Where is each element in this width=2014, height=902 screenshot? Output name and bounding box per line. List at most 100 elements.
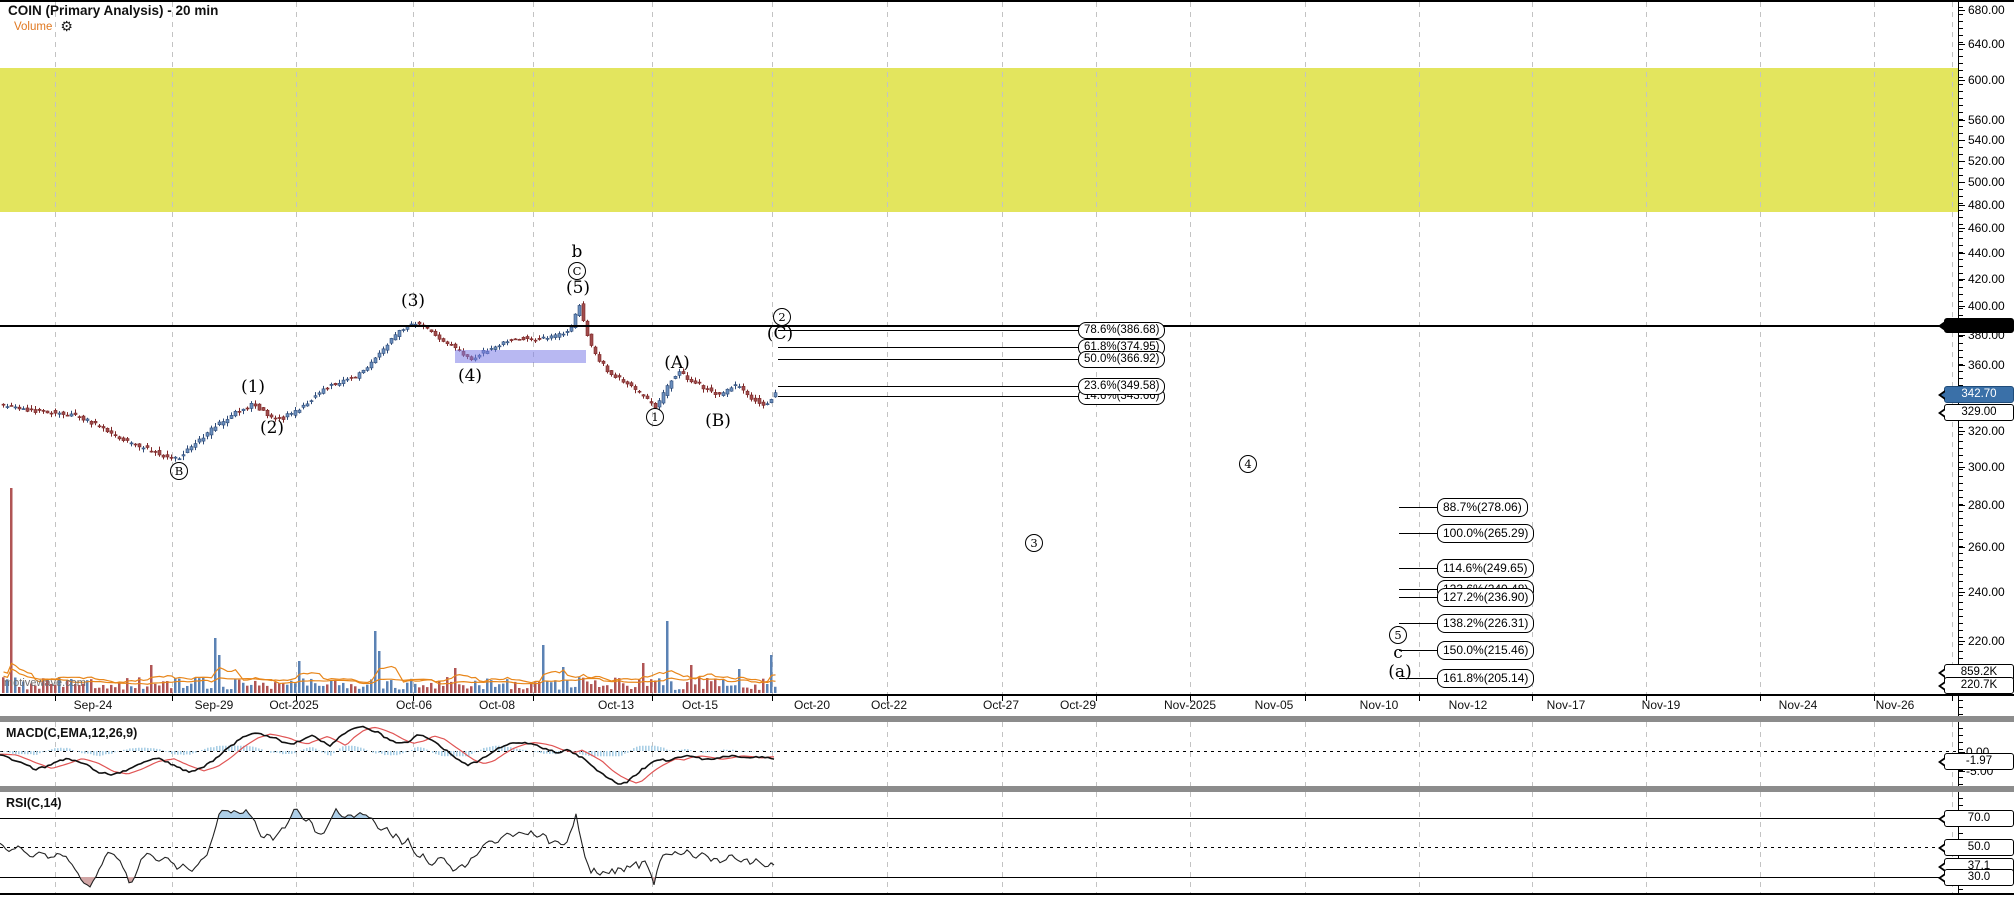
main-chart-bottom-border	[0, 694, 2014, 696]
fib-level-line	[1399, 623, 1437, 624]
elliott-wave-label[interactable]: (3)	[400, 291, 426, 311]
macd-panel-title[interactable]: MACD(C,EMA,12,26,9)	[6, 726, 138, 740]
date-axis-tick	[55, 696, 56, 701]
elliott-wave-label[interactable]: b	[571, 242, 583, 262]
vertical-gridline	[1952, 2, 1953, 694]
vertical-gridline	[652, 722, 653, 786]
purple-target-box[interactable]	[455, 350, 586, 363]
vertical-gridline	[1760, 2, 1761, 694]
vertical-gridline	[887, 2, 888, 694]
date-axis-label: Oct-29	[1059, 698, 1096, 712]
price-axis-label: 420.00	[1968, 272, 2005, 286]
date-axis-tick	[413, 696, 414, 701]
fib-level-line	[1399, 507, 1437, 508]
date-axis-tick	[1874, 696, 1875, 701]
rsi-plot	[0, 807, 775, 888]
fib-level-line	[1399, 597, 1437, 598]
price-axis-tick	[1958, 431, 1965, 432]
fib-level-label[interactable]: 88.7%(278.06)	[1437, 498, 1528, 517]
fib-level-label[interactable]: 50.0%(366.92)	[1078, 351, 1166, 368]
elliott-wave-label[interactable]: c	[1393, 643, 1403, 663]
fib-level-line	[778, 330, 1078, 331]
vertical-gridline	[296, 792, 297, 893]
fib-level-line	[1399, 678, 1437, 679]
date-axis-label: Oct-27	[982, 698, 1019, 712]
horizontal-price-line[interactable]	[0, 325, 1958, 327]
date-axis-tick	[652, 696, 653, 701]
fib-level-line	[1399, 589, 1437, 590]
price-axis-label: 600.00	[1968, 73, 2005, 87]
date-axis[interactable]	[0, 696, 2014, 716]
date-axis-tick	[772, 696, 773, 701]
gear-icon[interactable]: ⚙	[60, 18, 73, 34]
elliott-wave-label[interactable]: (4)	[457, 366, 483, 386]
price-axis-label: 400.00	[1968, 299, 2005, 313]
rsi-panel-title[interactable]: RSI(C,14)	[6, 796, 62, 810]
panel-separator-macd[interactable]	[0, 716, 2014, 722]
fib-level-line	[778, 359, 1078, 360]
vertical-gridline	[413, 792, 414, 893]
date-axis-label: Oct-13	[597, 698, 634, 712]
price-axis-label: 480.00	[1968, 198, 2005, 212]
price-axis-tick	[1958, 641, 1965, 642]
price-axis-tick	[1958, 140, 1965, 141]
price-axis-tick	[1958, 161, 1965, 162]
vertical-gridline	[172, 792, 173, 893]
elliott-wave-label[interactable]: 2	[773, 308, 791, 326]
price-axis-label: 300.00	[1968, 460, 2005, 474]
elliott-wave-label[interactable]: (5)	[565, 278, 591, 298]
vertical-gridline	[55, 792, 56, 893]
date-axis-tick	[1305, 696, 1306, 701]
price-axis-line	[1958, 0, 1959, 894]
price-axis-tick	[1958, 279, 1965, 280]
vertical-gridline	[1002, 2, 1003, 694]
price-axis-tick	[1958, 467, 1965, 468]
vertical-gridline	[652, 2, 653, 694]
fib-level-label[interactable]: 138.2%(226.31)	[1437, 614, 1535, 633]
elliott-wave-label[interactable]: (A)	[664, 353, 690, 373]
fib-level-line	[778, 347, 1078, 348]
price-axis-label: 260.00	[1968, 540, 2005, 554]
fib-level-label[interactable]: 127.2%(236.90)	[1437, 588, 1535, 607]
fib-level-label[interactable]: 161.8%(205.14)	[1437, 669, 1535, 688]
price-axis-label: 640.00	[1968, 37, 2005, 51]
elliott-wave-label[interactable]: C	[568, 262, 586, 280]
elliott-wave-label[interactable]: (C)	[766, 324, 794, 344]
date-axis-label: Nov-19	[1641, 698, 1681, 712]
price-axis-minor-ticks	[1959, 0, 1963, 894]
elliott-wave-label[interactable]: (2)	[259, 418, 285, 438]
vertical-gridline	[1532, 2, 1533, 694]
elliott-wave-label[interactable]: 3	[1025, 534, 1043, 552]
fib-level-label[interactable]: 78.6%(386.68)	[1078, 322, 1166, 339]
fib-level-label[interactable]: 100.0%(265.29)	[1437, 524, 1535, 543]
date-axis-label: Oct-20	[793, 698, 830, 712]
yellow-price-zone[interactable]	[0, 68, 1958, 212]
volume-bars	[2, 488, 777, 693]
elliott-wave-label[interactable]: (B)	[705, 411, 731, 431]
volume-study-label[interactable]: Volume	[14, 21, 53, 33]
panel-separator-rsi[interactable]	[0, 786, 2014, 792]
vertical-gridline	[1532, 722, 1533, 786]
fib-level-label[interactable]: 150.0%(215.46)	[1437, 641, 1535, 660]
vertical-gridline	[1002, 792, 1003, 893]
fib-level-label[interactable]: 114.6%(249.65)	[1437, 559, 1534, 578]
elliott-wave-label[interactable]: (a)	[1388, 662, 1412, 682]
date-axis-label: Sep-29	[194, 698, 234, 712]
elliott-wave-label[interactable]: (1)	[240, 377, 266, 397]
fib-level-label[interactable]: 23.6%(349.58)	[1078, 378, 1166, 395]
price-axis-tick	[1958, 228, 1965, 229]
vertical-gridline	[1419, 722, 1420, 786]
elliott-wave-label[interactable]: B	[170, 462, 188, 480]
date-axis-tick	[296, 696, 297, 701]
vertical-gridline	[1096, 722, 1097, 786]
date-axis-label: Nov-12	[1448, 698, 1488, 712]
elliott-wave-label[interactable]: 4	[1239, 455, 1257, 473]
macd-plot	[0, 725, 776, 785]
vertical-gridline	[1874, 792, 1875, 893]
vertical-gridline	[296, 2, 297, 694]
price-axis-label: 360.00	[1968, 358, 2005, 372]
elliott-wave-label[interactable]: 1	[646, 408, 664, 426]
price-axis-tick	[1958, 592, 1965, 593]
elliott-wave-label[interactable]: 5	[1389, 626, 1407, 644]
